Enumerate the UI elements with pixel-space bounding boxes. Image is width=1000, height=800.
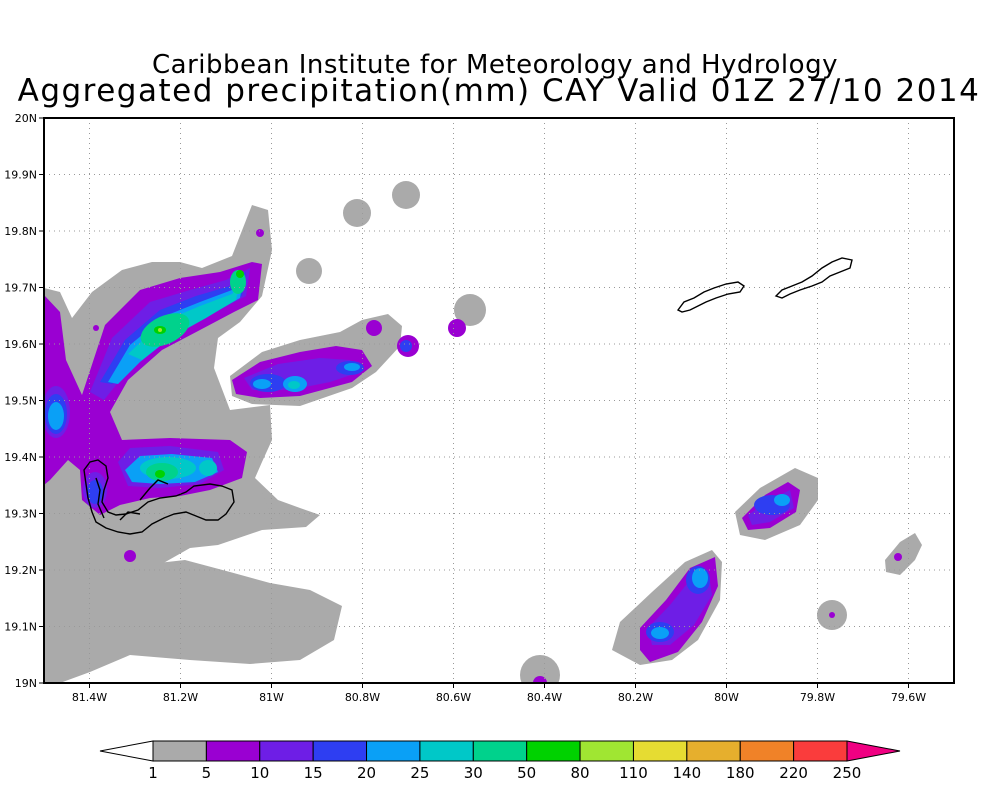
coastlines [83,257,853,535]
x-tick-label: 80W [714,691,739,704]
x-tick-label: 79.8W [800,691,835,704]
colorbar-label: 1 [148,764,158,782]
gridlines [44,118,954,683]
precip-cell [48,402,64,430]
precip-cell [520,655,560,683]
y-tick-label: 19.1N [4,621,37,634]
colorbar-swatch [526,740,581,762]
colorbar-label: 80 [571,764,590,782]
x-tick-label: 80.4W [527,691,562,704]
x-tick-label: 80.6W [436,691,471,704]
precip-cell [774,494,790,506]
precip-cell [533,676,547,683]
y-tick-label: 19.9N [4,169,37,182]
precip-cell [448,319,466,337]
y-tick-label: 20N [15,112,37,125]
precip-cell [343,199,371,227]
colorbar-swatch [793,740,848,762]
colorbar-swatch [205,740,261,762]
precip-cell [829,612,835,618]
colorbar-label: 15 [304,764,323,782]
precip-cell [692,568,708,588]
y-tick-label: 19.2N [4,564,37,577]
precip-cell [400,340,412,352]
colorbar-swatch [312,740,368,762]
x-axis-labels: 81.4W 81.2W 81W 80.8W 80.6W 80.4W 80.2W 80W 79.8… [72,683,926,704]
precip-cell [296,258,322,284]
precip-cell [454,294,486,326]
y-tick-label: 19.3N [4,508,37,521]
y-tick-label: 19.7N [4,282,37,295]
precip-area-far-east [885,533,922,575]
x-tick-label: 81.2W [163,691,198,704]
precip-cell [158,328,162,332]
colorbar-low-triangle [99,740,154,762]
precip-cell [124,550,136,562]
colorbar-swatch [579,740,634,762]
map-title-line1: Caribbean Institute for Meteorology and … [152,50,838,80]
precip-area-southwest [44,560,342,683]
colorbar-label: 220 [779,764,808,782]
cayman-brac-coastline [774,257,853,299]
colorbar-swatch [419,740,474,762]
colorbar-swatch [739,740,795,762]
precip-cell [894,553,902,561]
precip-cell [366,320,382,336]
colorbar: 1 5 10 15 20 25 30 50 80 110 140 180 220 250 [99,740,901,782]
precip-cell [236,270,244,278]
map-title-line2: Aggregated precipitation(mm) CAY Valid 0… [17,73,981,109]
little-cayman-coastline [676,281,745,313]
colorbar-swatch [472,740,528,762]
y-tick-label: 19.5N [4,395,37,408]
precip-cell [288,381,300,389]
y-axis-labels: 19N 19.1N 19.2N 19.3N 19.4N 19.5N 19.6N 19.7N 19… [4,112,44,690]
x-tick-label: 79.6W [891,691,926,704]
colorbar-label: 10 [250,764,269,782]
precipitation-shading [44,181,922,683]
precip-cell [155,470,165,478]
colorbar-high-triangle [846,740,901,762]
precip-cell [253,379,271,389]
colorbar-label: 5 [202,764,212,782]
colorbar-swatch [366,740,421,762]
colorbar-label: 250 [833,764,862,782]
x-tick-label: 80.2W [618,691,653,704]
precip-cell [344,363,360,371]
colorbar-label: 50 [517,764,536,782]
y-tick-label: 19.6N [4,338,37,351]
precip-cell [651,627,669,639]
colorbar-label: 20 [357,764,376,782]
colorbar-label: 110 [619,764,648,782]
precip-cell [199,460,217,476]
y-tick-label: 19.8N [4,225,37,238]
y-tick-label: 19N [15,677,37,690]
colorbar-label: 180 [726,764,755,782]
x-tick-label: 80.8W [345,691,380,704]
colorbar-swatch [686,740,741,762]
grand-cayman-coastline [83,459,235,535]
precip-cell [392,181,420,209]
colorbar-label: 30 [464,764,483,782]
colorbar-swatch [632,740,688,762]
grand-cayman-sound [95,477,169,521]
colorbar-label: 25 [410,764,429,782]
precip-cell [256,229,264,237]
colorbar-swatch [259,740,314,762]
colorbar-label: 140 [673,764,702,782]
x-tick-label: 81.4W [72,691,107,704]
colorbar-swatch [152,740,207,762]
x-tick-label: 81W [259,691,284,704]
precip-cell [93,325,99,331]
y-tick-label: 19.4N [4,451,37,464]
